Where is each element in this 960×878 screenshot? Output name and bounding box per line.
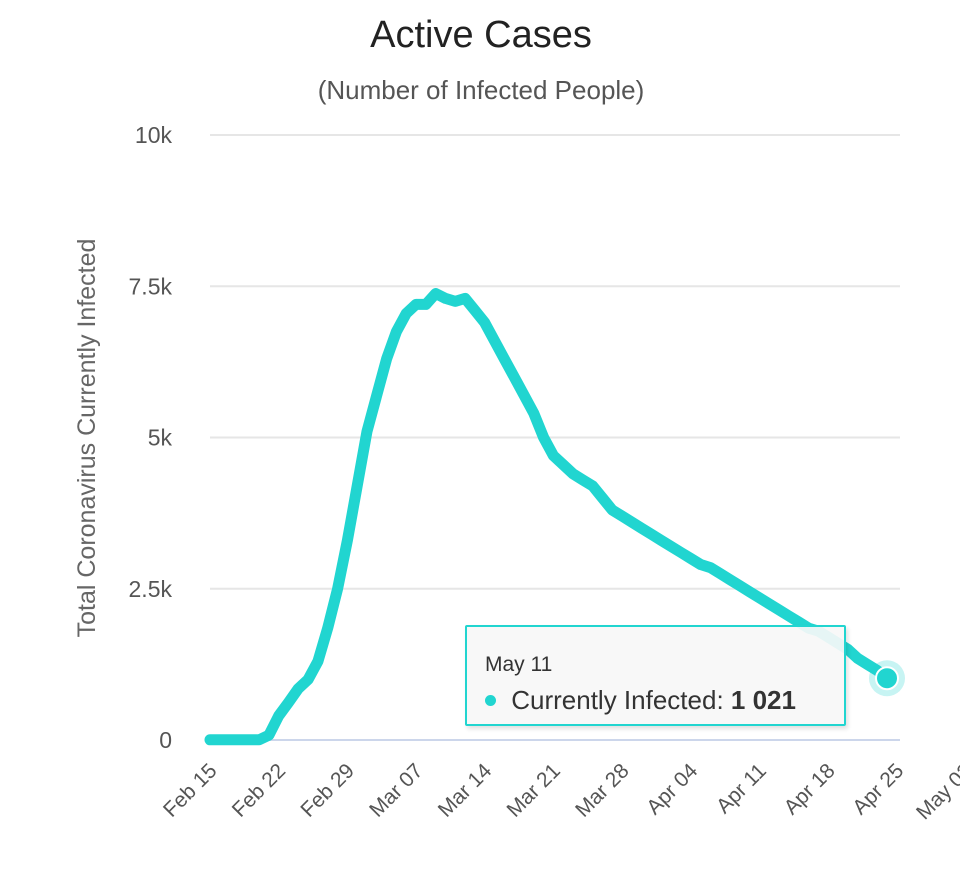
x-tick-label: Feb 15 xyxy=(159,759,222,822)
y-tick-label: 10k xyxy=(135,122,173,148)
x-tick-label: Mar 21 xyxy=(502,759,564,821)
chart-subtitle: (Number of Infected People) xyxy=(318,75,645,105)
tooltip: May 11 Currently Infected: 1 021 xyxy=(465,625,846,726)
x-tick-label: Apr 25 xyxy=(848,759,908,819)
x-axis-ticks: Feb 15 Feb 22 Feb 29 Mar 07 Mar 14 Mar 21 Mar … xyxy=(159,759,960,824)
x-tick-label: Apr 11 xyxy=(712,759,771,818)
tooltip-date: May 11 xyxy=(485,653,553,676)
hover-marker-group[interactable] xyxy=(869,660,905,697)
x-tick-label: Mar 07 xyxy=(365,759,427,821)
y-tick-label: 0 xyxy=(159,727,172,753)
tooltip-series-label: Currently Infected: xyxy=(511,685,724,715)
gridlines xyxy=(210,134,900,741)
x-tick-label: Apr 04 xyxy=(642,759,702,819)
series-dot-icon xyxy=(485,694,496,706)
x-tick-label: Feb 22 xyxy=(228,759,291,822)
x-tick-label: Feb 29 xyxy=(296,759,359,822)
y-axis-ticks: 0 2.5k 5k 7.5k 10k xyxy=(129,122,173,753)
series-line-currently-infected[interactable] xyxy=(204,288,893,746)
hover-point[interactable] xyxy=(875,666,899,691)
y-axis-label: Total Coronavirus Currently Infected xyxy=(73,239,101,638)
x-tick-label: Mar 14 xyxy=(434,759,497,822)
x-tick-label: May 02 xyxy=(912,759,960,824)
chart-title: Active Cases xyxy=(370,14,592,56)
x-tick-label: Apr 18 xyxy=(780,759,840,819)
y-tick-label: 7.5k xyxy=(129,273,173,299)
tooltip-series-row: Currently Infected: 1 021 xyxy=(485,685,796,716)
y-tick-label: 5k xyxy=(148,425,173,451)
y-tick-label: 2.5k xyxy=(129,576,173,602)
x-tick-label: Mar 28 xyxy=(571,759,633,821)
tooltip-value: 1 021 xyxy=(730,685,796,715)
